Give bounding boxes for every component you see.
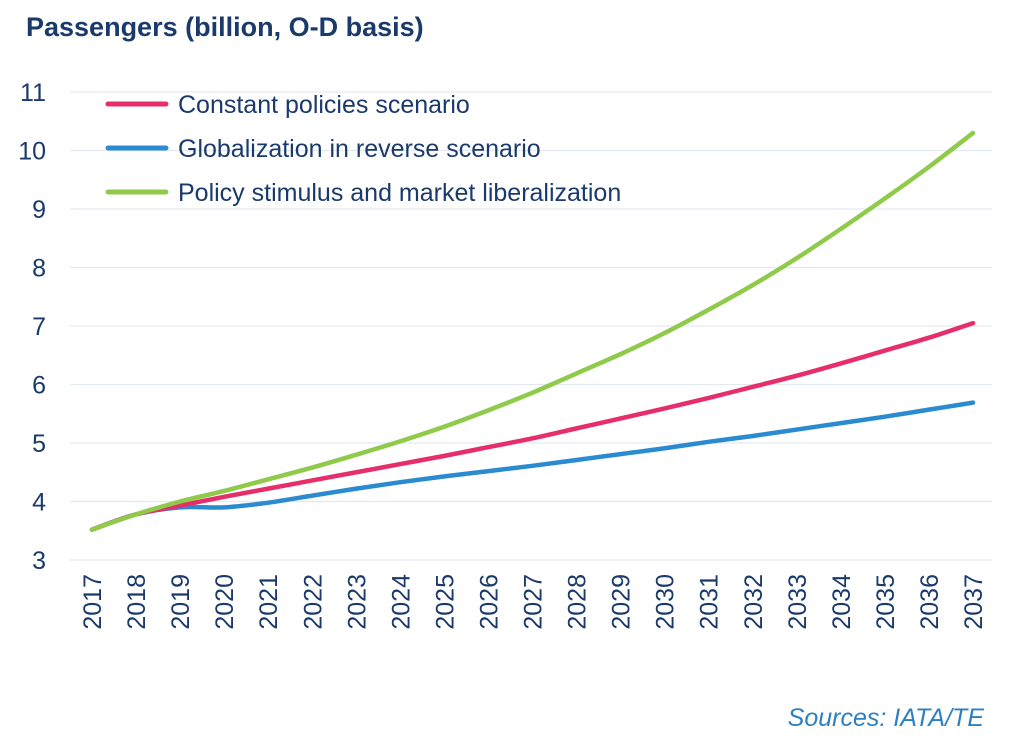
x-axis-tick-labels: 2017 2018 2019 2020 2021 2022 2023 2024 2025 2026…: [79, 574, 988, 630]
y-tick-label-3: 3: [32, 547, 46, 575]
x-tick-label-2021: 2021: [255, 574, 283, 630]
y-tick-label-6: 6: [32, 372, 46, 400]
x-tick-label-2023: 2023: [343, 574, 371, 630]
y-tick-label-8: 8: [32, 255, 46, 283]
x-tick-label-2017: 2017: [79, 574, 107, 630]
chart-title: Passengers (billion, O-D basis): [26, 12, 424, 42]
x-tick-label-2020: 2020: [211, 574, 239, 630]
x-tick-label-2030: 2030: [652, 574, 680, 630]
x-tick-label-2029: 2029: [608, 574, 636, 630]
y-tick-label-9: 9: [32, 196, 46, 224]
series-line-1: [89, 320, 976, 532]
x-tick-label-2022: 2022: [299, 574, 327, 630]
x-tick-label-2027: 2027: [520, 574, 548, 630]
series-lines: [89, 130, 976, 532]
x-tick-label-2037: 2037: [960, 574, 988, 630]
x-tick-label-2019: 2019: [167, 574, 195, 630]
x-tick-label-2024: 2024: [387, 574, 415, 630]
source-note: Sources: IATA/TE: [787, 704, 984, 732]
series-line-3: [89, 130, 976, 532]
x-tick-label-2032: 2032: [740, 574, 768, 630]
y-axis-tick-labels: 3 4 5 6 7 8 9 10 11: [18, 79, 46, 575]
x-tick-label-2026: 2026: [475, 574, 503, 630]
y-tick-label-7: 7: [32, 313, 46, 341]
x-tick-label-2036: 2036: [916, 574, 944, 630]
x-tick-label-2018: 2018: [123, 574, 151, 630]
y-tick-label-11: 11: [20, 79, 46, 107]
x-tick-label-2035: 2035: [872, 574, 900, 630]
legend-label-3: Policy stimulus and market liberalizatio…: [178, 179, 621, 207]
legend: Constant policies scenario Globalization …: [105, 91, 621, 207]
x-tick-label-2028: 2028: [564, 574, 592, 630]
gridlines: [70, 91, 992, 561]
x-tick-label-2034: 2034: [828, 574, 856, 630]
legend-label-2: Globalization in reverse scenario: [178, 135, 541, 163]
x-tick-label-2025: 2025: [431, 574, 459, 630]
x-tick-label-2031: 2031: [696, 574, 724, 630]
y-tick-label-5: 5: [32, 430, 46, 458]
y-tick-label-10: 10: [18, 138, 46, 166]
y-tick-label-4: 4: [32, 489, 46, 517]
series-line-2: [89, 400, 976, 532]
legend-label-1: Constant policies scenario: [178, 91, 470, 119]
x-tick-label-2033: 2033: [784, 574, 812, 630]
